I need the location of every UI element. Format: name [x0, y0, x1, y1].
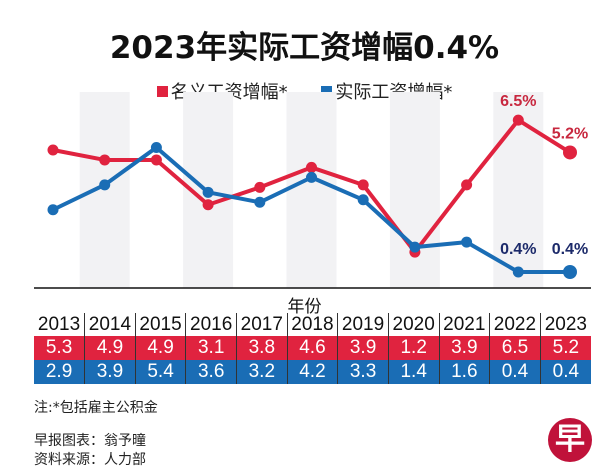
point-0-2022 — [512, 114, 524, 126]
nominal-cell-2018: 4.6 — [286, 336, 338, 360]
point-0-2015 — [150, 154, 162, 166]
legend-swatch-real — [321, 86, 333, 97]
real-cell-2014: 3.9 — [84, 360, 136, 384]
nominal-cell-2015: 4.9 — [134, 336, 186, 360]
nominal-cell-2022: 6.5 — [489, 336, 541, 360]
data-table: 2013 2014 2015 2016 2017 2018 2019 2020 2021 2022… — [34, 313, 591, 384]
zaobao-logo: 早 — [548, 418, 592, 462]
nominal-cell-2021: 3.9 — [438, 336, 490, 360]
point-1-2021 — [461, 236, 473, 248]
point-0-2019 — [357, 179, 369, 191]
data-label-2: 0.4% — [500, 241, 536, 258]
point-1-2017 — [254, 196, 266, 208]
line-chart: 6.5% 5.2% 0.4% 0.4% — [34, 92, 591, 289]
real-cell-2015: 5.4 — [134, 360, 186, 384]
year-cell-2018: 2018 — [286, 313, 338, 336]
real-cell-2017: 3.2 — [236, 360, 288, 384]
year-cell-2016: 2016 — [185, 313, 237, 336]
nominal-cell-2023: 5.2 — [539, 336, 591, 360]
nominal-cell-2017: 3.8 — [236, 336, 288, 360]
nominal-row: 5.3 4.9 4.9 3.1 3.8 4.6 3.9 1.2 3.9 6.5 5.2 — [34, 336, 591, 360]
real-cell-2023: 0.4 — [539, 360, 591, 384]
point-0-2013 — [47, 144, 59, 156]
band-2018 — [286, 92, 337, 288]
point-0-2021 — [461, 179, 473, 191]
credit-chart: 早报图表：翁予曈 — [34, 433, 146, 449]
point-1-2018 — [306, 171, 317, 183]
nominal-cell-2016: 3.1 — [185, 336, 237, 360]
year-cell-2023: 2023 — [539, 313, 591, 336]
year-cell-2015: 2015 — [134, 313, 186, 336]
point-1-2019 — [357, 194, 369, 206]
point-0-2018 — [306, 161, 317, 173]
real-cell-2018: 4.2 — [286, 360, 338, 384]
real-cell-2020: 1.4 — [387, 360, 439, 384]
footnote: 注:*包括雇主公积金 — [34, 400, 158, 416]
point-0-2017 — [254, 181, 266, 193]
data-label-0: 6.5% — [500, 93, 536, 110]
year-cell-2021: 2021 — [438, 313, 490, 336]
year-cell-2020: 2020 — [387, 313, 439, 336]
point-1-2016 — [202, 186, 214, 198]
real-cell-2021: 1.6 — [438, 360, 490, 384]
point-1-2023 — [563, 265, 577, 279]
real-cell-2019: 3.3 — [337, 360, 389, 384]
nominal-cell-2014: 4.9 — [84, 336, 136, 360]
point-1-2015 — [150, 142, 162, 153]
nominal-cell-2019: 3.9 — [337, 336, 389, 360]
year-cell-2014: 2014 — [84, 313, 136, 336]
credit-source: 资料来源：人力部 — [34, 452, 146, 468]
nominal-cell-2013: 5.3 — [34, 336, 85, 360]
year-row: 2013 2014 2015 2016 2017 2018 2019 2020 2021 2022… — [34, 313, 591, 336]
point-1-2020 — [409, 241, 421, 253]
point-0-2016 — [202, 199, 214, 211]
point-1-2013 — [47, 204, 59, 216]
data-label-3: 0.4% — [552, 241, 588, 258]
point-1-2022 — [512, 266, 524, 278]
legend-swatch-nominal — [156, 86, 168, 97]
year-cell-2022: 2022 — [489, 313, 541, 336]
year-cell-2019: 2019 — [337, 313, 389, 336]
nominal-cell-2020: 1.2 — [387, 336, 439, 360]
point-0-2023 — [563, 145, 577, 160]
band-2020 — [389, 92, 440, 288]
point-1-2014 — [99, 179, 111, 191]
real-cell-2022: 0.4 — [489, 360, 541, 384]
year-cell-2017: 2017 — [236, 313, 288, 336]
real-cell-2013: 2.9 — [34, 360, 85, 384]
point-0-2014 — [99, 154, 111, 166]
data-label-1: 5.2% — [552, 125, 588, 142]
real-cell-2016: 3.6 — [185, 360, 237, 384]
x-axis-label: 年份 — [287, 297, 322, 317]
year-cell-2013: 2013 — [37, 313, 81, 335]
real-row: 2.9 3.9 5.4 3.6 3.2 4.2 3.3 1.4 1.6 0.4 0.4 — [34, 360, 591, 384]
chart-title: 2023年实际工资增幅0.4% — [109, 30, 500, 66]
